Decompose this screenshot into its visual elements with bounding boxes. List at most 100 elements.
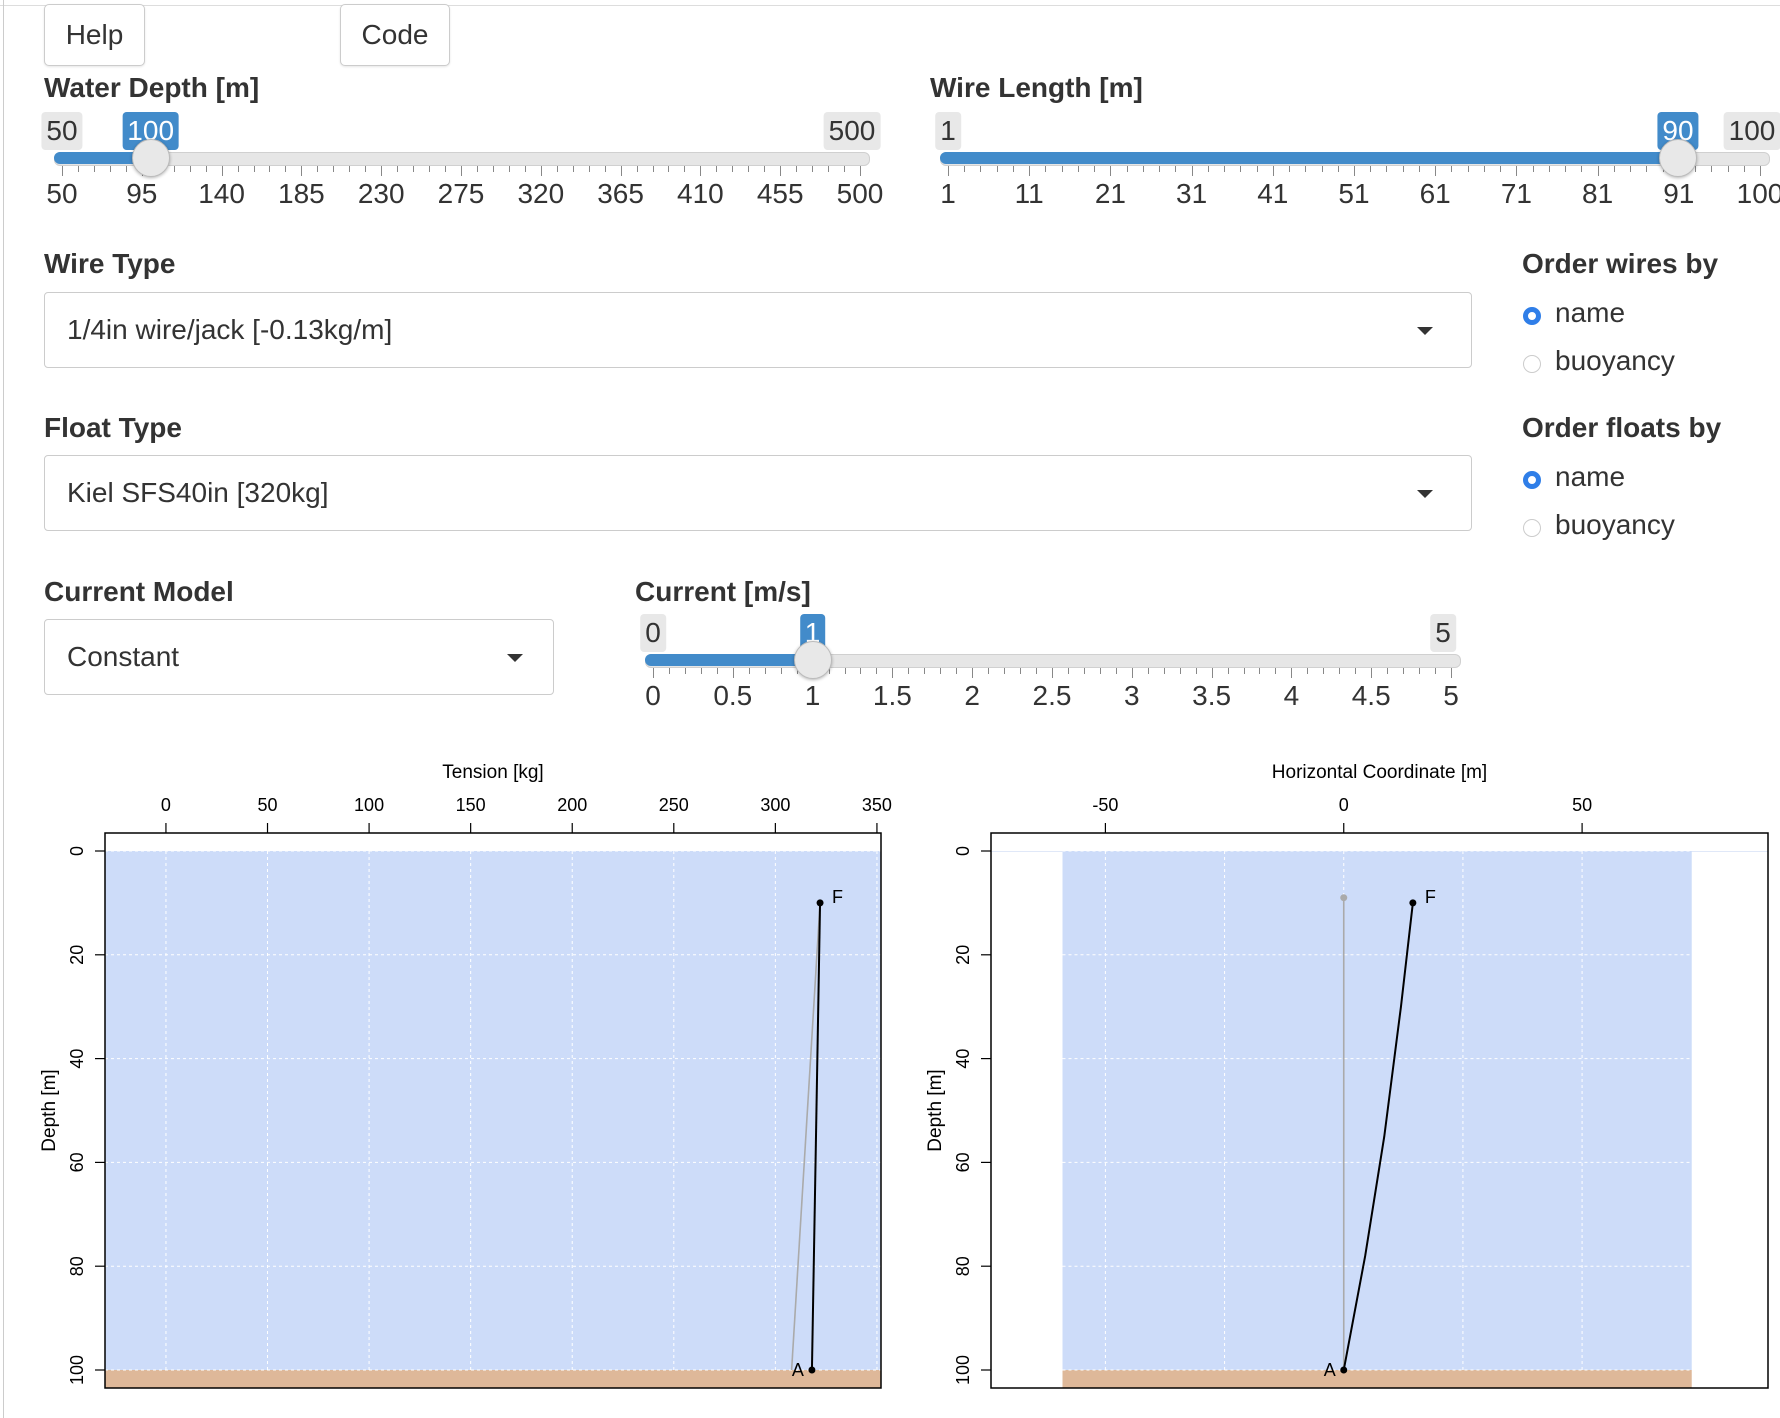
slider-track — [54, 152, 870, 166]
order-floats-label: Order floats by — [1522, 412, 1722, 443]
wire-type-value: 1/4in wire/jack [-0.13kg/m] — [67, 314, 393, 345]
radio-buoyancy[interactable] — [1523, 519, 1541, 537]
wire-type-label: Wire Type — [44, 248, 176, 279]
slider-tick — [1029, 166, 1031, 176]
slider-tick — [445, 166, 447, 172]
slider-tick — [1321, 166, 1323, 172]
y-tick-label: 60 — [67, 1152, 87, 1172]
radio-label-buoyancy: buoyancy — [1555, 345, 1675, 376]
slider-tick-label: 100 — [1736, 178, 1780, 209]
y-tick-label: 0 — [953, 846, 973, 856]
slider-tick — [1337, 166, 1339, 172]
point-label-F: F — [832, 887, 843, 907]
slider-tick — [1500, 166, 1502, 172]
slider-tick — [1291, 668, 1293, 678]
slider-tick — [381, 166, 383, 176]
slider-tick — [221, 166, 223, 176]
slider-tick — [1259, 668, 1261, 674]
slider-tick-label: 230 — [357, 178, 405, 209]
wire-type-select[interactable]: 1/4in wire/jack [-0.13kg/m] — [44, 292, 1472, 368]
slider-handle[interactable] — [1658, 139, 1697, 177]
slider-tick — [1159, 166, 1161, 172]
slider-tick — [828, 668, 830, 674]
seabed-area — [105, 1370, 881, 1388]
slider-tick-label: 2.5 — [1032, 680, 1072, 711]
slider-tick — [1110, 166, 1112, 176]
y-axis-label: Depth [m] — [925, 1069, 946, 1151]
slider-tick-label: 4 — [1283, 680, 1300, 711]
slider-tick — [1354, 166, 1355, 176]
y-tick-label: 80 — [67, 1256, 87, 1276]
water-area — [105, 851, 881, 1370]
slider-tick — [732, 166, 734, 172]
slider-tick — [1581, 166, 1583, 172]
slider-tick — [1115, 668, 1117, 674]
y-tick-label: 80 — [953, 1256, 973, 1276]
x-tick-label: -50 — [1092, 795, 1118, 815]
slider-tick — [780, 166, 782, 176]
radio-label-name: name — [1555, 297, 1626, 328]
slider-tick — [125, 166, 127, 172]
slider-tick — [652, 166, 654, 172]
slider-tick — [1020, 668, 1022, 674]
y-tick-label: 60 — [953, 1152, 973, 1172]
slider-tick-label: 1 — [940, 178, 956, 209]
slider-tick — [1323, 668, 1325, 674]
slider-tick — [1191, 166, 1193, 176]
slider-tick-label: 500 — [836, 178, 884, 209]
slider-tick — [1163, 668, 1165, 674]
x-tick-label: 100 — [354, 795, 384, 815]
current-model-select[interactable]: Constant — [44, 619, 554, 695]
slider-tick — [748, 166, 750, 172]
water-depth-slider[interactable]: 50 500 100 50 95 140 185 230 275 320 365 410 455 500 — [41, 112, 883, 222]
slider-tick — [1272, 166, 1274, 176]
radio-name[interactable] — [1523, 471, 1541, 489]
y-tick-label: 20 — [67, 945, 87, 965]
float-type-select[interactable]: Kiel SFS40in [320kg] — [44, 455, 1472, 531]
slider-tick — [780, 668, 782, 674]
help-button[interactable]: Help — [44, 4, 145, 66]
slider-tick — [1052, 668, 1053, 678]
slider-tick-label: 3.5 — [1192, 680, 1232, 711]
x-tick-label: 200 — [557, 795, 587, 815]
slider-tick — [948, 166, 949, 176]
slider-tick — [716, 166, 718, 172]
code-button[interactable]: Code — [340, 4, 450, 66]
slider-max-label: 100 — [1723, 112, 1780, 150]
current-slider[interactable]: 0 5 1 0 0.5 1 1.5 2 2.5 3 3.5 4 4.5 5 — [635, 614, 1473, 724]
slider-tick — [1711, 166, 1713, 172]
slider-tick — [1451, 668, 1452, 678]
wire-length-slider[interactable]: 1 100 90 1 11 21 31 41 51 61 71 81 91 100 — [930, 112, 1780, 222]
slider-tick — [1743, 166, 1745, 172]
slider-tick — [429, 166, 431, 172]
slider-tick — [285, 166, 287, 172]
slider-tick — [972, 668, 974, 678]
slider-tick — [269, 166, 271, 172]
slider-tick — [1355, 668, 1357, 674]
slider-tick — [732, 668, 734, 678]
slider-tick-label: 51 — [1338, 178, 1370, 209]
water-area — [1062, 851, 1692, 1370]
y-tick-label: 100 — [953, 1355, 973, 1385]
point-F — [1409, 899, 1417, 907]
x-axis-label: Horizontal Coordinate [m] — [1272, 762, 1487, 783]
slider-tick — [1126, 166, 1128, 172]
point-label-F: F — [1425, 887, 1436, 907]
slider-handle[interactable] — [131, 139, 170, 177]
radio-buoyancy[interactable] — [1523, 355, 1541, 373]
slider-tick-label: 1.5 — [872, 680, 912, 711]
slider-tick — [397, 166, 399, 172]
slider-tick — [508, 166, 510, 172]
radio-name[interactable] — [1523, 307, 1541, 325]
slider-tick-label: 95 — [126, 178, 158, 209]
slider-value-label: 100 — [122, 112, 180, 150]
plot-frame — [990, 832, 1769, 1389]
slider-max-label: 500 — [823, 112, 881, 150]
x-tick-label: 50 — [1572, 795, 1592, 815]
slider-tick — [1179, 668, 1181, 674]
slider-tick — [1045, 166, 1047, 172]
slider-handle[interactable] — [793, 641, 832, 679]
slider-max-label: 5 — [1430, 614, 1456, 652]
x-tick-label: 0 — [1339, 795, 1349, 815]
chevron-down-icon — [507, 654, 523, 662]
